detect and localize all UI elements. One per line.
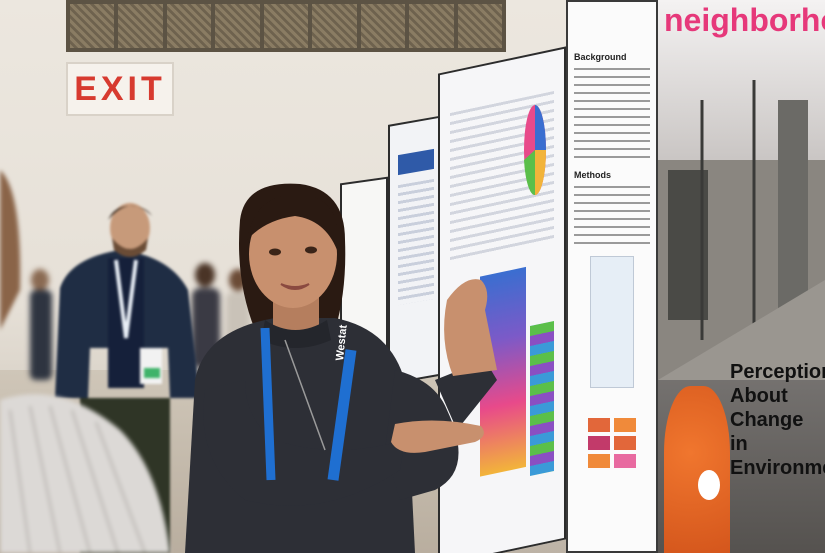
caption-line-1: Perceptions — [730, 361, 825, 383]
caption-line-3: Change in — [730, 409, 804, 455]
orange-character — [664, 386, 730, 553]
poster-photo-panel: neighborhood Perceptions About Change in… — [658, 0, 825, 553]
caption-line-4: Environment — [730, 457, 825, 479]
presenter-woman — [185, 183, 497, 553]
pie-chart — [524, 105, 546, 196]
poster-headline: neighborhood — [664, 2, 825, 38]
poster-map — [590, 256, 634, 388]
character-eye — [698, 470, 720, 500]
foreground-person-left — [0, 170, 170, 553]
poster-text-column: Background Methods — [566, 0, 658, 553]
poster-section-background: Background — [574, 52, 627, 62]
poster-section-methods: Methods — [574, 170, 611, 180]
street-photo — [658, 80, 825, 380]
photo-caption: Perceptions About Change in Environment — [730, 360, 825, 480]
exit-sign: EXIT — [66, 62, 174, 116]
clerestory-windows — [66, 0, 506, 52]
caption-line-2: About — [730, 385, 788, 407]
